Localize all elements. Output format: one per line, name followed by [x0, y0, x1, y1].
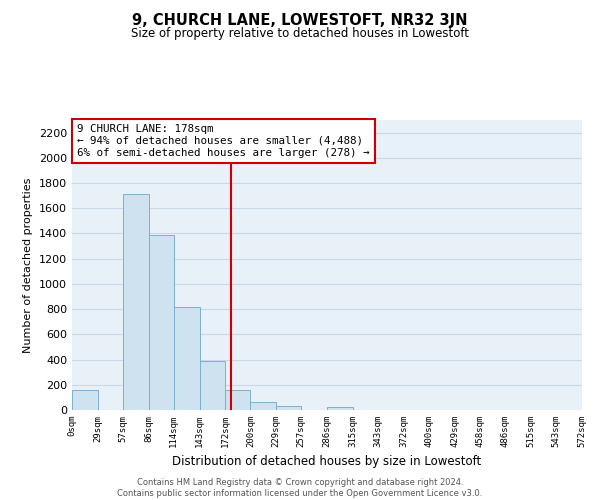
Text: Size of property relative to detached houses in Lowestoft: Size of property relative to detached ho… — [131, 28, 469, 40]
Bar — [276, 406, 301, 410]
Text: 9, CHURCH LANE, LOWESTOFT, NR32 3JN: 9, CHURCH LANE, LOWESTOFT, NR32 3JN — [132, 12, 468, 28]
Bar — [226, 390, 250, 410]
Bar — [149, 234, 173, 410]
Bar — [199, 361, 226, 410]
Bar — [327, 407, 353, 410]
Text: Contains HM Land Registry data © Crown copyright and database right 2024.
Contai: Contains HM Land Registry data © Crown c… — [118, 478, 482, 498]
Text: 9 CHURCH LANE: 178sqm
← 94% of detached houses are smaller (4,488)
6% of semi-de: 9 CHURCH LANE: 178sqm ← 94% of detached … — [77, 124, 370, 158]
Bar — [250, 402, 276, 410]
Y-axis label: Number of detached properties: Number of detached properties — [23, 178, 34, 352]
Bar — [123, 194, 149, 410]
Bar — [173, 306, 199, 410]
Bar — [72, 390, 98, 410]
X-axis label: Distribution of detached houses by size in Lowestoft: Distribution of detached houses by size … — [172, 456, 482, 468]
